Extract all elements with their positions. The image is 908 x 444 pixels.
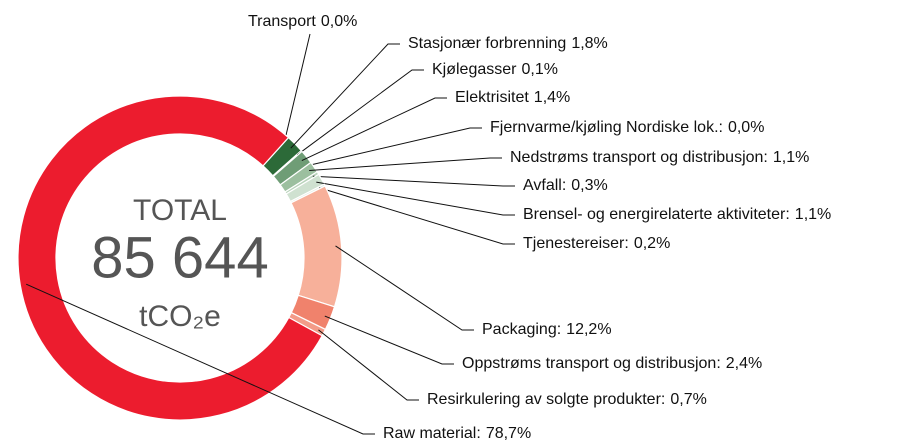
leader-line	[324, 315, 454, 365]
segment-label: Brensel- og energirelaterte aktiviteter:…	[523, 206, 831, 223]
value-label: 0,0%	[728, 119, 764, 136]
category-label: Resirkulering av solgte produkter:	[427, 391, 665, 408]
category-label: Oppstrøms transport og distribusjon:	[462, 355, 721, 372]
leader-line	[316, 181, 515, 216]
segment-label: Tjenestereiser: 0,2%	[523, 235, 670, 252]
leader-line	[283, 33, 311, 143]
category-label: Transport	[248, 13, 316, 30]
category-label: Avfall:	[523, 177, 566, 194]
leader-line	[301, 97, 447, 162]
donut-segment	[17, 95, 323, 421]
segment-label: Avfall: 0,3%	[523, 177, 608, 194]
category-label: Raw material:	[383, 425, 481, 442]
value-label: 1,8%	[571, 35, 607, 52]
leader-line	[309, 157, 502, 171]
leader-line	[335, 245, 474, 331]
value-label: 0,7%	[670, 391, 706, 408]
category-label: Tjenestereiser:	[523, 235, 629, 252]
segment-label: Oppstrøms transport og distribusjon: 2,4%	[462, 355, 762, 372]
value-label: 78,7%	[486, 425, 531, 442]
segment-label: Elektrisitet 1,4%	[455, 89, 570, 106]
value-label: 0,1%	[521, 61, 557, 78]
segment-label: Transport 0,0%	[248, 13, 357, 30]
value-label: 1,1%	[773, 149, 809, 166]
category-label: Elektrisitet	[455, 89, 529, 106]
leader-line	[305, 127, 482, 167]
segment-label: Stasjonær forbrenning 1,8%	[408, 35, 608, 52]
segment-label: Nedstrøms transport og distribusjon: 1,1%	[510, 149, 809, 166]
leader-line	[319, 187, 515, 245]
category-label: Kjølegasser	[432, 61, 517, 78]
segment-label: Fjernvarme/kjøling Nordiske lok.: 0,0%	[490, 119, 764, 136]
segment-label: Resirkulering av solgte produkter: 0,7%	[427, 391, 707, 408]
unit: tCO₂e	[139, 300, 221, 333]
total-value: 85 644	[91, 225, 268, 290]
donut-segment	[290, 185, 343, 308]
value-label: 12,2%	[566, 321, 611, 338]
category-label: Brensel- og energirelaterte aktiviteter:	[523, 206, 790, 223]
value-label: 0,3%	[571, 177, 607, 194]
value-label: 2,4%	[726, 355, 762, 372]
category-label: Fjernvarme/kjøling Nordiske lok.:	[490, 119, 723, 136]
center-title: TOTAL	[133, 194, 227, 227]
category-label: Packaging:	[482, 321, 561, 338]
leader-line	[312, 175, 515, 187]
segment-label: Packaging: 12,2%	[482, 321, 612, 338]
leader-line	[290, 43, 400, 149]
segment-label: Raw material: 78,7%	[383, 425, 531, 442]
leader-line	[318, 329, 419, 401]
category-label: Nedstrøms transport og distribusjon:	[510, 149, 768, 166]
value-label: 0,2%	[634, 235, 670, 252]
value-label: 1,1%	[795, 206, 831, 223]
leader-line	[296, 69, 424, 156]
category-label: Stasjonær forbrenning	[408, 35, 566, 52]
leader-line	[26, 283, 375, 435]
value-label: 0,0%	[321, 13, 357, 30]
value-label: 1,4%	[534, 89, 570, 106]
segment-label: Kjølegasser 0,1%	[432, 61, 558, 78]
